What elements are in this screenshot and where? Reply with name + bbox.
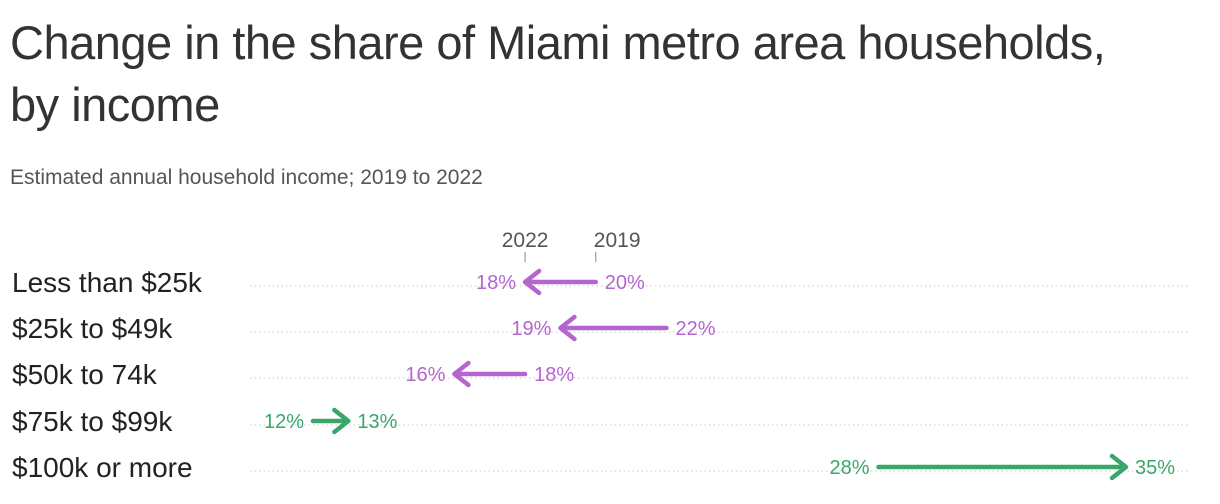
chart-subtitle: Estimated annual household income; 2019 … (10, 166, 483, 189)
start-value-label: 12% (264, 411, 304, 433)
arrow-head (452, 360, 471, 388)
arrow-head (1109, 453, 1129, 481)
category-label: Less than $25k (12, 267, 203, 298)
category-label: $100k or more (12, 452, 193, 483)
end-value-label: 18% (476, 272, 516, 294)
start-value-label: 20% (605, 272, 645, 294)
category-label: $50k to 74k (12, 359, 158, 390)
end-value-label: 35% (1135, 457, 1175, 479)
arrow-head (558, 314, 577, 342)
arrow-head (522, 268, 542, 296)
category-label: $25k to $49k (12, 313, 173, 344)
end-value-label: 16% (405, 364, 445, 386)
end-value-label: 19% (511, 318, 551, 340)
end-value-label: 13% (357, 411, 397, 433)
chart-title: Change in the share of Miami metro area … (10, 16, 1106, 131)
legend-end-label: 2022 (502, 229, 549, 252)
legend-start-label: 2019 (594, 229, 641, 252)
category-label: $75k to $99k (12, 406, 173, 437)
start-value-label: 22% (675, 318, 715, 340)
start-value-label: 18% (534, 364, 574, 386)
arrow-head (332, 407, 351, 435)
start-value-label: 28% (830, 457, 870, 479)
